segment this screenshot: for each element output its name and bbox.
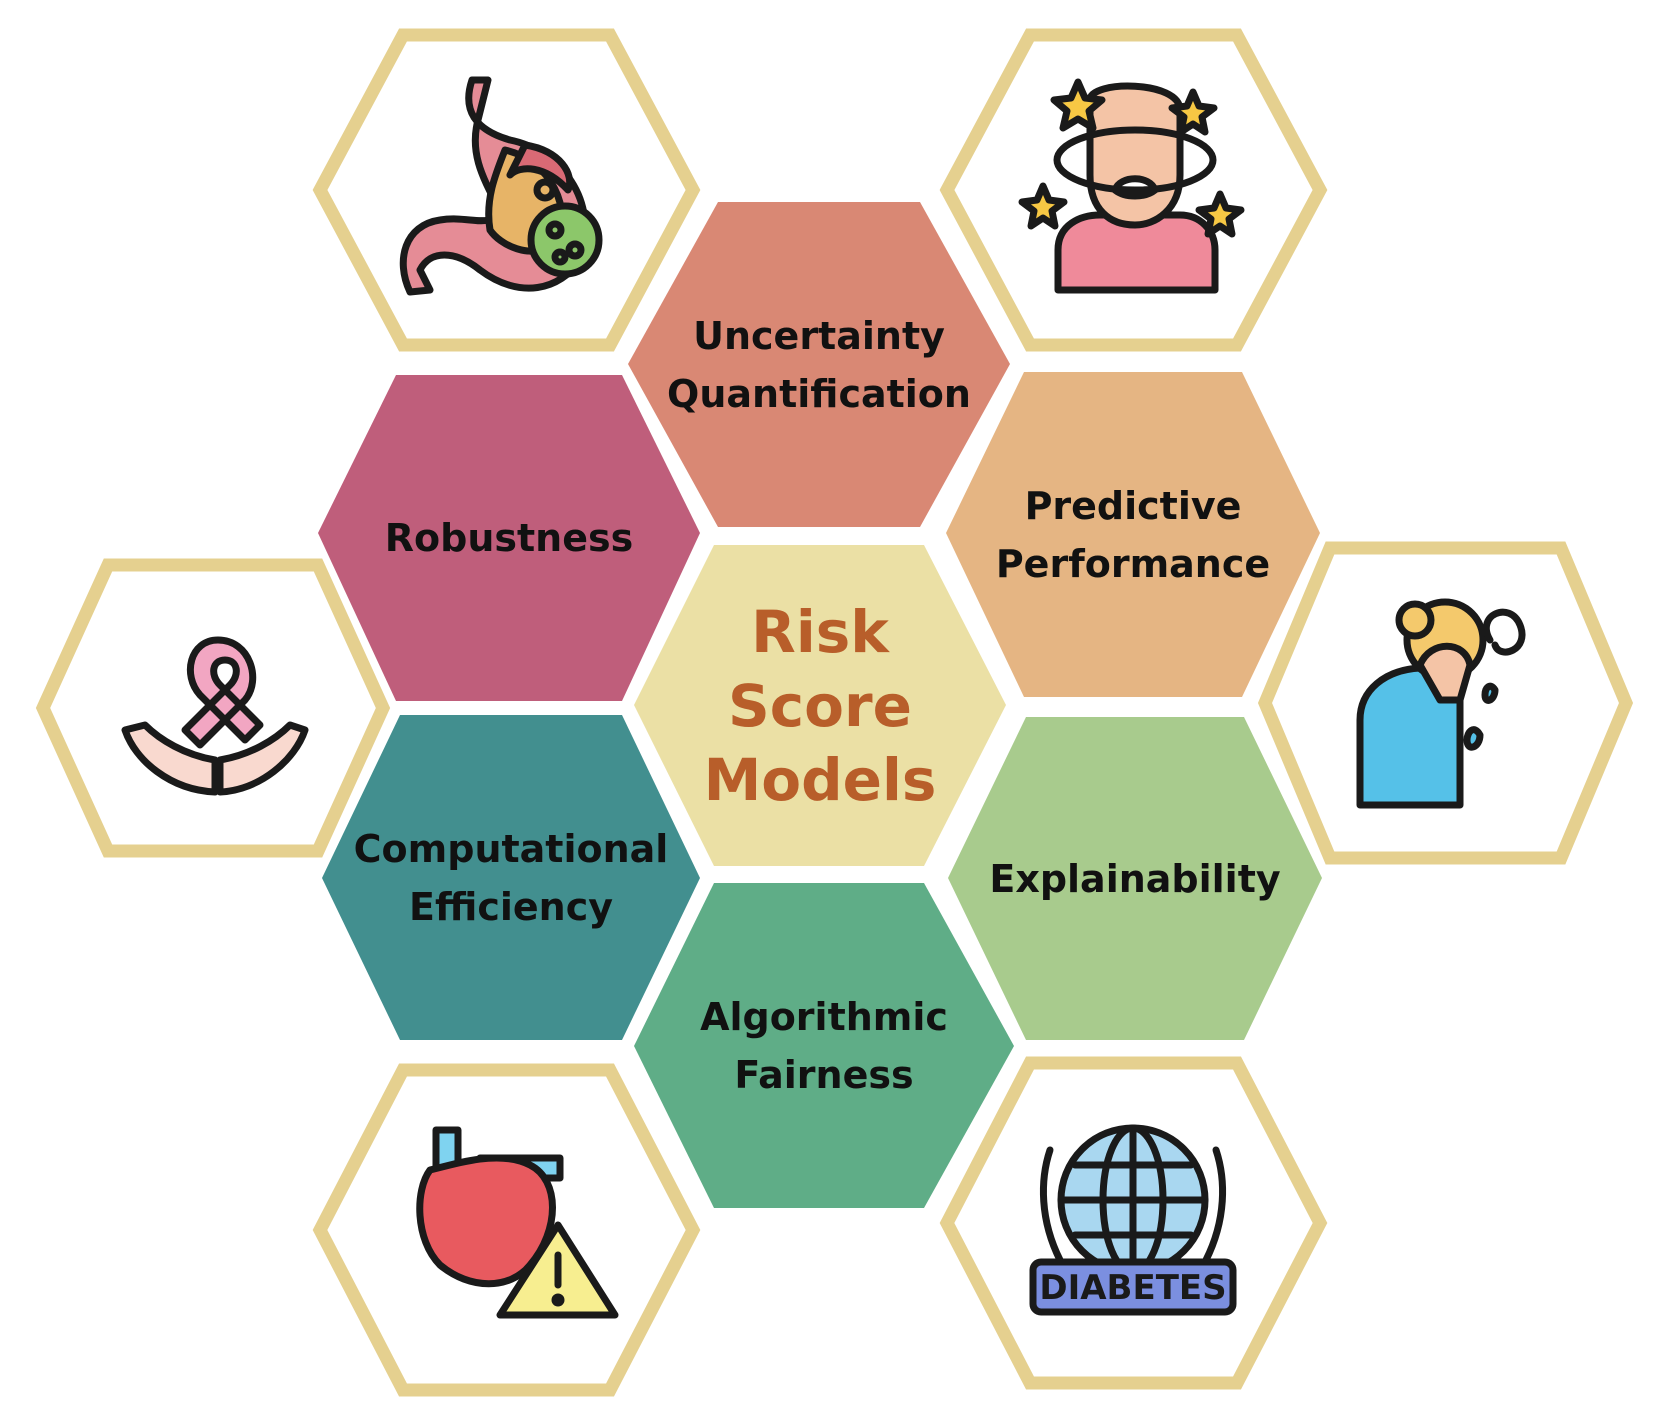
center-line3: Models [703, 745, 937, 814]
label-fairness-line2: Fairness [734, 1052, 914, 1097]
label-predictive: Predictive Performance [946, 372, 1320, 697]
diabetes-badge-text: DIABETES [1039, 1268, 1226, 1308]
label-predictive-line2: Performance [995, 541, 1271, 586]
hex-center [634, 545, 1006, 866]
label-robustness: Robustness [318, 375, 700, 701]
label-uncertainty-line1: Uncertainty [693, 313, 945, 358]
label-computational-line1: Computational [353, 826, 669, 871]
cancer-ribbon-hands-icon [121, 636, 309, 796]
heart-warning-icon [416, 1126, 619, 1319]
diabetes-globe-icon: DIABETES [1029, 1124, 1237, 1316]
label-explainability: Explainability [948, 717, 1322, 1040]
label-center: Risk Score Models [634, 545, 1006, 866]
crying-person-icon [1356, 598, 1526, 809]
center-line2: Score [728, 671, 912, 740]
label-computational-line2: Efficiency [408, 884, 613, 929]
stomach-virus-icon [399, 76, 603, 296]
hex-robustness [318, 375, 700, 701]
label-fairness-line1: Algorithmic [700, 994, 948, 1039]
dizzy-person-icon [1018, 78, 1245, 294]
label-explainability-line1: Explainability [989, 856, 1281, 901]
hex-fairness [634, 883, 1014, 1208]
hex-predictive [946, 372, 1320, 697]
hex-explainability [948, 717, 1322, 1040]
label-robustness-line1: Robustness [384, 516, 634, 560]
hex-computational [322, 715, 700, 1040]
label-fairness: Algorithmic Fairness [634, 883, 1014, 1208]
center-line1: Risk [751, 597, 889, 666]
label-uncertainty-line2: Quantification [667, 371, 971, 416]
label-uncertainty: Uncertainty Quantification [628, 202, 1010, 527]
label-computational: Computational Efficiency [322, 715, 700, 1040]
label-predictive-line1: Predictive [1024, 483, 1242, 528]
hex-uncertainty [628, 202, 1010, 527]
